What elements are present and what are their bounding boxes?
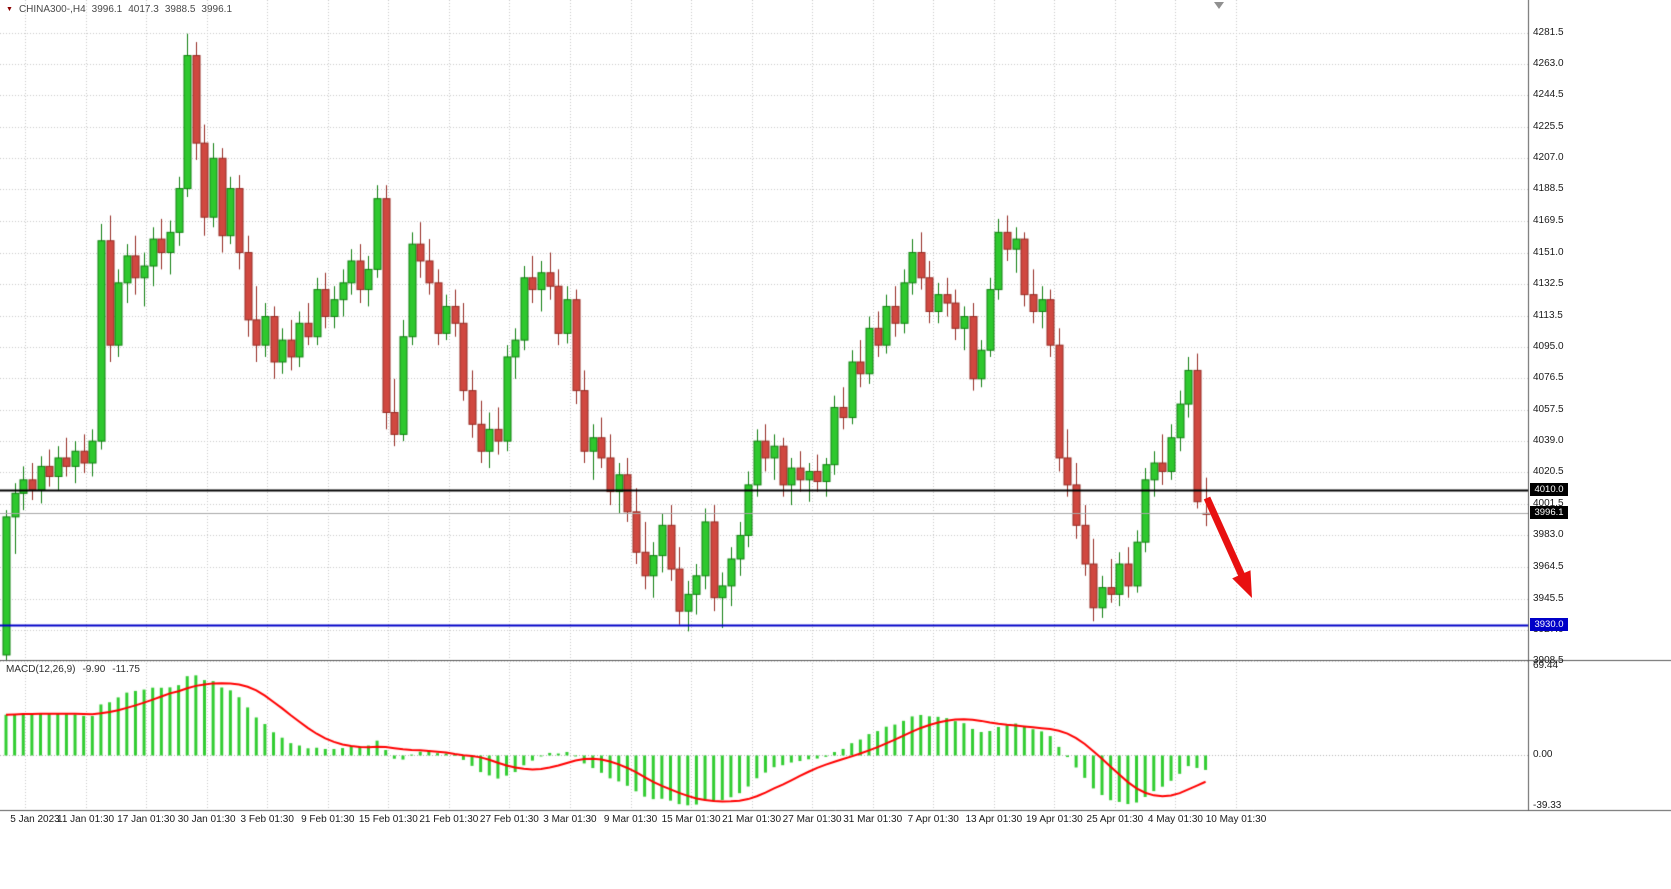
time-tick-label: 31 Mar 01:30: [843, 814, 903, 825]
time-tick-label: 3 Feb 01:30: [240, 814, 294, 825]
time-tick-label: 17 Jan 01:30: [117, 814, 175, 825]
macd-main-value: -9.90: [82, 664, 106, 675]
ohlc-low-value: 3988.5: [164, 4, 196, 15]
macd-tick-label: 0.00: [1533, 749, 1553, 761]
price-tick-label: 4225.5: [1533, 121, 1564, 133]
time-tick-label: 4 May 01:30: [1147, 814, 1203, 825]
price-tick-label: 4151.0: [1533, 246, 1564, 258]
time-tick-label: 15 Feb 01:30: [358, 814, 418, 825]
time-tick-label: 9 Feb 01:30: [301, 814, 355, 825]
chart-title: ▼ CHINA300-,H4 3996.1 4017.3 3988.5 3996…: [6, 4, 232, 15]
price-tick-label: 4076.5: [1533, 371, 1564, 383]
price-tick-label: 3983.0: [1533, 529, 1564, 541]
symbol-period-label: CHINA300-,H4: [18, 4, 86, 15]
time-tick-label: 10 May 01:30: [1205, 814, 1267, 825]
macd-signal-value: -11.75: [112, 664, 140, 675]
time-tick-label: 27 Feb 01:30: [479, 814, 539, 825]
time-tick-label: 11 Jan 01:30: [57, 814, 115, 825]
time-tick-label: 21 Mar 01:30: [722, 814, 782, 825]
trend-arrow-shape[interactable]: [1203, 496, 1252, 598]
time-tick-label: 7 Apr 01:30: [907, 814, 959, 825]
time-tick-label: 25 Apr 01:30: [1086, 814, 1144, 825]
time-tick-label: 9 Mar 01:30: [603, 814, 658, 825]
price-tick-label: 4132.5: [1533, 277, 1564, 289]
price-tick-label: 4244.5: [1533, 89, 1564, 101]
macd-tick-label: -39.33: [1533, 799, 1562, 811]
time-tick-label: 3 Mar 01:30: [543, 814, 597, 825]
price-tick-label: 3964.5: [1533, 560, 1564, 572]
macd-tick-label: 69.44: [1533, 660, 1559, 672]
last-price-badge: 3996.1: [1530, 506, 1568, 520]
right-shift-marker-icon[interactable]: [1214, 2, 1224, 9]
support-price-badge: 3930.0: [1530, 617, 1568, 631]
time-tick-label: 5 Jan 2023: [10, 814, 60, 825]
price-tick-label: 4281.5: [1533, 26, 1564, 38]
time-tick-label: 21 Feb 01:30: [419, 814, 479, 825]
time-tick-label: 15 Mar 01:30: [661, 814, 721, 825]
time-axis[interactable]: 5 Jan 2023 11 Jan 01:30 17 Jan 01:30 30 Jan…: [0, 811, 1671, 833]
price-tick-label: 4169.5: [1533, 215, 1564, 227]
price-tick-label: 4020.5: [1533, 466, 1564, 478]
price-tick-label: 4001.5: [1533, 498, 1564, 510]
price-tick-label: 3908.5: [1533, 654, 1564, 666]
price-tick-label: 4095.0: [1533, 340, 1564, 352]
price-tick-label: 4039.0: [1533, 435, 1564, 447]
time-tick-label: 13 Apr 01:30: [965, 814, 1023, 825]
macd-name: MACD(12,26,9): [6, 664, 76, 675]
price-tick-label: 3945.5: [1533, 592, 1564, 604]
price-tick-label: 4113.5: [1533, 309, 1563, 321]
trend-arrow[interactable]: [1195, 490, 1265, 605]
ohlc-open-value: 3996.1: [91, 4, 123, 15]
price-axis[interactable]: 4281.5 4263.0 4244.5 4225.5 4207.0 4188.5 4169…: [1529, 0, 1670, 811]
resistance-price-badge: 4010.0: [1530, 482, 1568, 496]
ohlc-high-value: 4017.3: [128, 4, 159, 15]
macd-indicator-label: MACD(12,26,9) -9.90 -11.75: [6, 664, 140, 675]
price-tick-label: 4188.5: [1533, 183, 1564, 195]
price-tick-label: 4207.0: [1533, 152, 1564, 164]
symbol-menu-icon[interactable]: ▼: [6, 5, 13, 13]
price-tick-label: 4057.5: [1533, 403, 1564, 415]
time-tick-label: 27 Mar 01:30: [782, 814, 842, 825]
time-tick-label: 19 Apr 01:30: [1025, 814, 1083, 825]
ohlc-close-value: 3996.1: [201, 4, 233, 15]
price-tick-label: 4263.0: [1533, 57, 1564, 69]
time-tick-label: 30 Jan 01:30: [177, 814, 236, 825]
